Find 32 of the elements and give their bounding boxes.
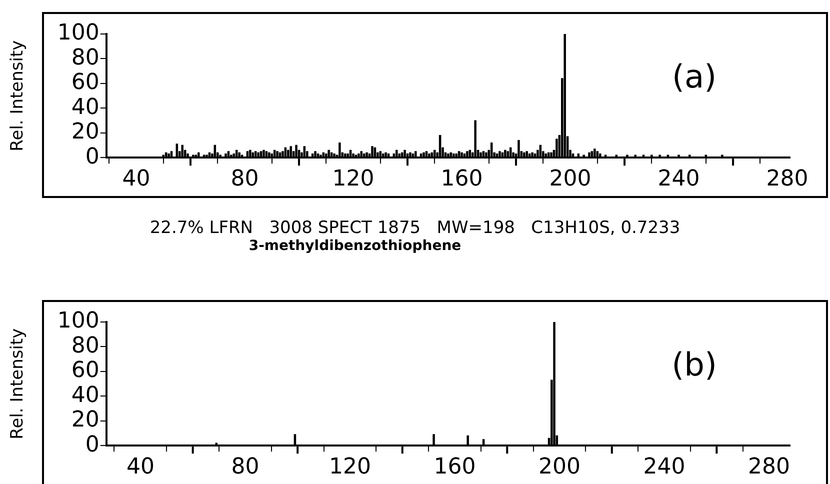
x-tick-label: 240 xyxy=(658,166,700,192)
y-axis-title: Rel. Intensity xyxy=(8,328,28,440)
x-tick-label: 40 xyxy=(122,166,150,192)
x-tick-label: 240 xyxy=(643,454,686,480)
x-tick-label: 280 xyxy=(748,454,790,480)
x-tick-label: 160 xyxy=(440,166,483,192)
y-axis-title: Rel. Intensity xyxy=(8,40,28,152)
y-tick-label: 0 xyxy=(85,432,100,458)
y-tick-label: 20 xyxy=(71,120,100,145)
chart-subtitle: 3-methyldibenzothiophene xyxy=(248,238,462,254)
chart-title: 22.7% LFRN 3008 SPECT 1875 MW=198 C13H10S, 0.7233 xyxy=(148,218,682,238)
x-tick-label: 120 xyxy=(332,166,374,192)
y-tick-label: 100 xyxy=(57,20,100,46)
annotation: (b) xyxy=(672,345,717,384)
y-tick-label: 60 xyxy=(71,358,100,384)
x-tick-label: 80 xyxy=(230,166,259,192)
y-tick-label: 40 xyxy=(71,94,100,120)
y-tick-label: 20 xyxy=(71,408,100,433)
x-tick-label: 280 xyxy=(766,166,808,192)
annotation: (a) xyxy=(672,57,717,96)
y-tick-label: 60 xyxy=(71,70,100,96)
x-tick-label: 120 xyxy=(328,454,371,480)
y-tick-label: 100 xyxy=(57,308,100,334)
x-tick-label: 200 xyxy=(538,454,581,480)
y-tick-label: 80 xyxy=(71,45,100,70)
x-tick-label: 80 xyxy=(231,454,260,480)
x-tick-label: 40 xyxy=(126,454,154,480)
x-tick-label: 200 xyxy=(549,166,592,192)
x-tick-label: 160 xyxy=(434,454,476,480)
y-tick-label: 80 xyxy=(71,333,100,358)
y-tick-label: 40 xyxy=(71,382,100,408)
y-tick-label: 0 xyxy=(85,144,100,170)
